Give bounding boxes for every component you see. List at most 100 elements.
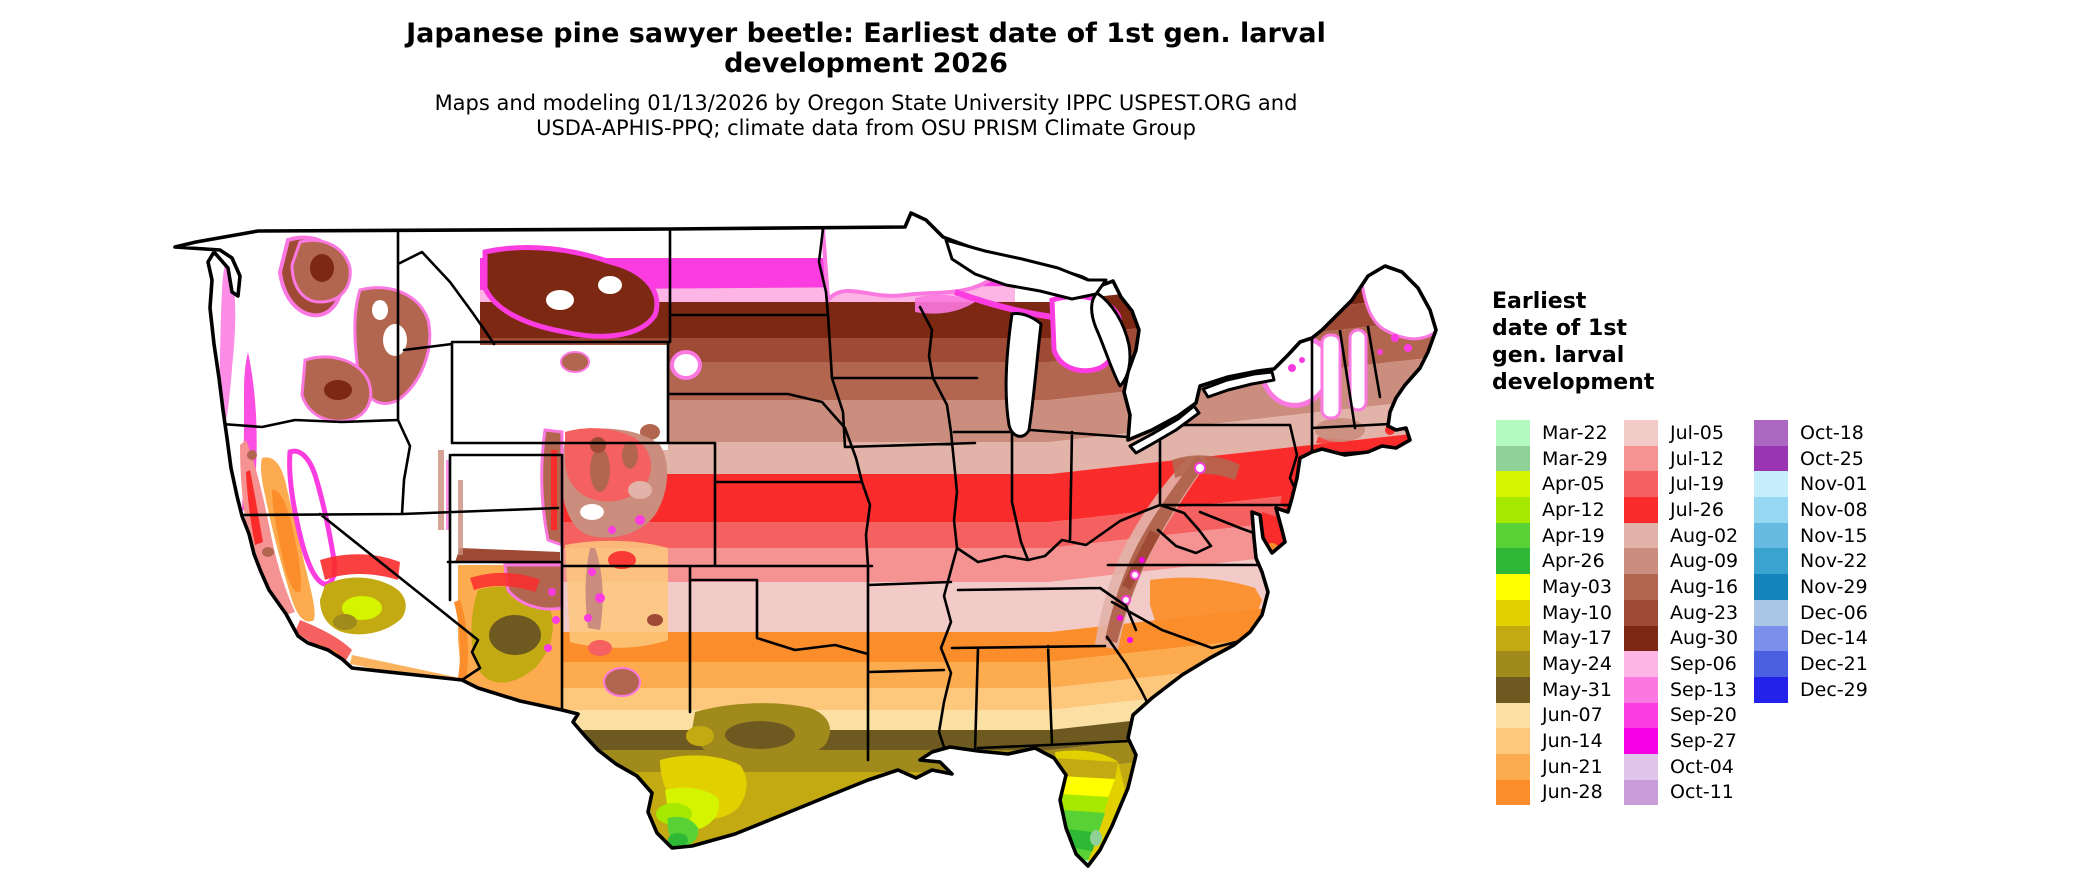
legend-label: Jul-05 — [1670, 421, 1724, 444]
legend-label: Oct-11 — [1670, 781, 1734, 804]
legend-entry: Jun-28 — [1496, 779, 1612, 806]
legend-swatch — [1754, 420, 1788, 446]
legend-entry: Dec-29 — [1754, 676, 1868, 703]
legend-entry: May-10 — [1496, 599, 1612, 626]
legend-label: Apr-19 — [1542, 524, 1605, 547]
legend-entry: Mar-22 — [1496, 420, 1612, 446]
legend-swatch — [1624, 625, 1658, 652]
legend-swatch — [1496, 522, 1530, 549]
legend-entry: Jul-05 — [1624, 420, 1738, 446]
legend-swatch — [1496, 497, 1530, 523]
legend-swatch — [1624, 702, 1658, 729]
legend-swatch — [1754, 445, 1788, 472]
legend-swatch — [1754, 497, 1788, 523]
us-choropleth-map — [173, 211, 1438, 868]
lake-erie — [1128, 404, 1201, 455]
legend-swatch — [1624, 599, 1658, 626]
legend-entry: Dec-14 — [1754, 625, 1868, 652]
legend-swatch — [1624, 728, 1658, 754]
legend-label: Apr-26 — [1542, 550, 1605, 573]
legend-entry: May-24 — [1496, 651, 1612, 677]
legend-entry: Sep-27 — [1624, 728, 1738, 754]
legend-label: Dec-06 — [1800, 601, 1868, 624]
legend-label: Sep-20 — [1670, 704, 1737, 727]
legend-title-line: development — [1492, 370, 1655, 395]
legend-entry: Jul-12 — [1624, 445, 1738, 472]
legend-swatch — [1754, 574, 1788, 600]
legend-swatch — [1496, 728, 1530, 754]
legend-entry: Apr-05 — [1496, 471, 1612, 498]
legend-label: Jun-28 — [1542, 781, 1603, 804]
legend-label: Aug-23 — [1670, 601, 1739, 624]
legend-entry: Oct-04 — [1624, 753, 1738, 780]
legend-swatch — [1754, 676, 1788, 703]
legend-label: Nov-15 — [1800, 524, 1868, 547]
legend-swatch — [1624, 445, 1658, 472]
legend-entry: Apr-26 — [1496, 548, 1612, 575]
subtitle-line-2: USDA-APHIS-PPQ; climate data from OSU PR… — [536, 116, 1196, 140]
legend-label: Jun-21 — [1542, 755, 1603, 778]
page-subtitle: Maps and modeling 01/13/2026 by Oregon S… — [0, 91, 1732, 141]
lake-huron — [1090, 291, 1132, 388]
legend-label: Apr-05 — [1542, 473, 1605, 496]
lake-michigan — [1004, 312, 1043, 438]
legend-column-3: Oct-18 Oct-25 Nov-01 Nov-08 Nov-15 Nov-22 Nov-… — [1754, 420, 1868, 703]
legend-title: Earliest date of 1st gen. larval develop… — [1492, 288, 1752, 396]
legend-swatch — [1496, 599, 1530, 626]
legend-label: Sep-13 — [1670, 678, 1737, 701]
legend-entry: May-17 — [1496, 625, 1612, 652]
legend-swatch — [1496, 420, 1530, 446]
legend-label: Mar-22 — [1542, 421, 1608, 444]
legend-label: Nov-22 — [1800, 550, 1868, 573]
legend-label: Aug-09 — [1670, 550, 1739, 573]
legend-entry: May-03 — [1496, 574, 1612, 600]
legend-swatch — [1496, 753, 1530, 780]
legend-label: Jul-12 — [1670, 447, 1724, 470]
lake-ontario — [1201, 370, 1276, 399]
legend-entry: Mar-29 — [1496, 445, 1612, 472]
legend-entry: Jun-21 — [1496, 753, 1612, 780]
legend-entry: Sep-20 — [1624, 702, 1738, 729]
legend-label: Dec-21 — [1800, 653, 1868, 676]
legend-label: Nov-08 — [1800, 498, 1868, 521]
legend-label: Jun-07 — [1542, 704, 1603, 727]
title-line-2: development 2026 — [724, 48, 1008, 79]
legend-swatch — [1754, 522, 1788, 549]
legend-swatch — [1624, 779, 1658, 806]
legend-label: Jul-19 — [1670, 473, 1724, 496]
legend-label: Sep-27 — [1670, 730, 1737, 753]
legend-entry: Jul-19 — [1624, 471, 1738, 498]
legend-label: May-31 — [1542, 678, 1612, 701]
legend-label: Mar-29 — [1542, 447, 1608, 470]
legend-entry: Oct-11 — [1624, 779, 1738, 806]
legend-entry: Oct-18 — [1754, 420, 1868, 446]
legend-label: Nov-01 — [1800, 473, 1868, 496]
great-lakes — [944, 238, 1276, 455]
legend-swatch — [1624, 651, 1658, 677]
legend-entry: May-31 — [1496, 676, 1612, 703]
legend-label: Apr-12 — [1542, 498, 1605, 521]
legend-swatch — [1496, 625, 1530, 652]
legend-entry: Jun-14 — [1496, 728, 1612, 754]
legend-entry: Nov-22 — [1754, 548, 1868, 575]
legend-swatch — [1754, 471, 1788, 498]
legend-swatch — [1624, 420, 1658, 446]
legend-swatch — [1624, 522, 1658, 549]
legend-label: Dec-29 — [1800, 678, 1868, 701]
legend-label: May-17 — [1542, 627, 1612, 650]
legend-swatch — [1754, 548, 1788, 575]
legend-swatch — [1624, 497, 1658, 523]
legend-swatch — [1496, 702, 1530, 729]
legend-label: May-03 — [1542, 575, 1612, 598]
legend-swatch — [1624, 548, 1658, 575]
legend-column-1: Mar-22 Mar-29 Apr-05 Apr-12 Apr-19 Apr-26 May-… — [1496, 420, 1612, 806]
legend-swatch — [1496, 676, 1530, 703]
page-title: Japanese pine sawyer beetle: Earliest da… — [0, 19, 1732, 79]
legend-swatch — [1496, 548, 1530, 575]
legend-entry: Nov-01 — [1754, 471, 1868, 498]
legend-label: Oct-25 — [1800, 447, 1864, 470]
legend-entry: Dec-06 — [1754, 599, 1868, 626]
legend-entry: Nov-15 — [1754, 522, 1868, 549]
legend-label: Nov-29 — [1800, 575, 1868, 598]
